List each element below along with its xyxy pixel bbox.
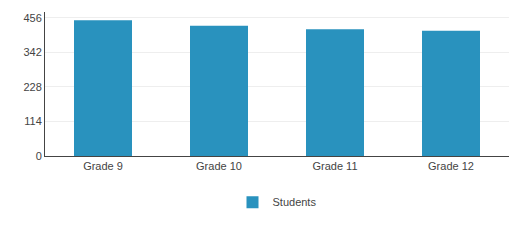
- svg-text:Grade 11: Grade 11: [312, 160, 357, 172]
- svg-text:Students: Students: [273, 196, 317, 208]
- svg-text:114: 114: [24, 115, 42, 127]
- svg-text:Grade 9: Grade 9: [83, 160, 123, 172]
- svg-text:Grade 10: Grade 10: [196, 160, 242, 172]
- svg-text:228: 228: [23, 81, 41, 93]
- svg-text:Grade 12: Grade 12: [428, 160, 474, 172]
- svg-text:456: 456: [23, 12, 41, 24]
- svg-text:0: 0: [36, 150, 42, 162]
- svg-text:342: 342: [23, 46, 41, 58]
